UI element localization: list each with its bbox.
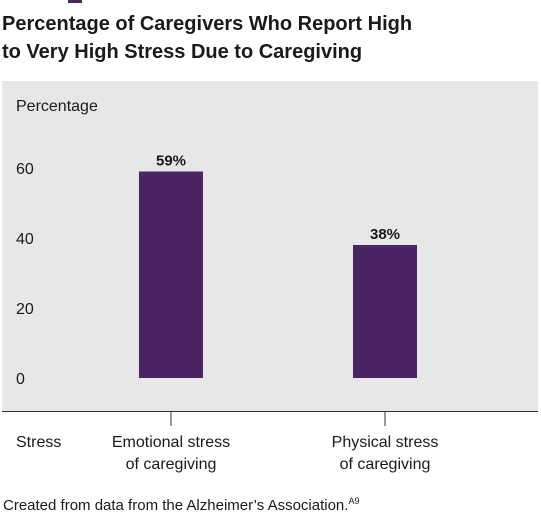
bar (139, 171, 203, 378)
chart-title-line-2: to Very High Stress Due to Caregiving (2, 41, 363, 63)
bar-data-label: 38% (370, 226, 400, 243)
y-tick-label: 0 (16, 371, 25, 388)
plot-area (2, 81, 538, 411)
x-axis-line (2, 411, 538, 412)
y-tick-label: 60 (16, 161, 34, 178)
source-caption: Created from data from the Alzheimer’s A… (3, 496, 360, 515)
source-caption-text: Created from data from the Alzheimer’s A… (3, 497, 349, 514)
bar (353, 245, 417, 378)
x-category-label: of caregiving (340, 456, 431, 473)
x-axis-title: Stress (16, 434, 61, 451)
x-category-label: of caregiving (126, 456, 217, 473)
y-tick-label: 20 (16, 301, 34, 318)
y-axis-title: Percentage (16, 98, 98, 115)
y-tick-label: 40 (16, 231, 34, 248)
source-reference: A9 (348, 496, 360, 506)
top-accent-bar (68, 0, 82, 3)
x-category-label: Emotional stress (112, 434, 230, 451)
x-category-label: Physical stress (332, 434, 439, 451)
chart-title-line-1: Percentage of Caregivers Who Report High (2, 13, 413, 35)
bar-data-label: 59% (156, 153, 186, 170)
chart-title: Percentage of Caregivers Who Report High… (2, 10, 532, 66)
